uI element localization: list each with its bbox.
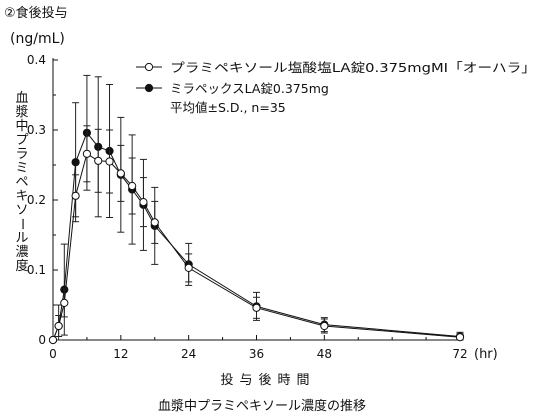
data-point xyxy=(139,198,148,207)
chart-caption: 血漿中プラミペキソール濃度の推移 xyxy=(158,398,366,414)
x-axis-title: 投与後時間 xyxy=(220,372,315,388)
data-point xyxy=(150,218,159,227)
y-axis-title-char: ソ xyxy=(15,203,28,218)
data-point xyxy=(184,263,193,272)
chart-title: ②食後投与 xyxy=(4,5,68,21)
data-point xyxy=(252,303,261,312)
x-tick-label: 72 xyxy=(452,347,467,361)
y-tick-label: 0.2 xyxy=(27,193,46,207)
legend: プラミペキソール塩酸塩LA錠0.375mgMI「オーハラ」 ミラペックスLA錠0… xyxy=(136,60,536,115)
y-tick-label: 0.4 xyxy=(27,53,46,67)
y-axis-title-char: 血 xyxy=(15,91,28,106)
y-unit-label: (ng/mL) xyxy=(10,31,65,47)
x-tick-label: 12 xyxy=(113,347,128,361)
series-test xyxy=(48,125,465,345)
data-point xyxy=(71,158,80,167)
y-axis-title-char: キ xyxy=(15,189,28,204)
data-point xyxy=(54,321,63,331)
legend-item-test: プラミペキソール塩酸塩LA錠0.375mgMI「オーハラ」 xyxy=(136,60,536,75)
y-axis-title-char: ル xyxy=(15,231,28,246)
y-axis-title-char: ミ xyxy=(15,161,28,176)
legend-label-reference: ミラペックスLA錠0.375mg xyxy=(170,81,329,96)
data-point xyxy=(116,169,125,178)
data-point xyxy=(105,157,114,166)
legend-marker-open xyxy=(144,62,154,72)
y-axis-title: 血漿中プラミペキソール濃度 xyxy=(14,91,29,274)
legend-item-reference: ミラペックスLA錠0.375mg xyxy=(136,81,329,96)
y-tick-label: 0.3 xyxy=(27,123,46,137)
y-axis-title-char: 度 xyxy=(15,258,28,274)
data-point xyxy=(48,335,58,345)
y-axis-title-char: 濃 xyxy=(15,245,28,260)
data-point xyxy=(82,149,92,158)
y-axis-title-char: 漿 xyxy=(15,105,28,120)
series-layer xyxy=(48,74,465,345)
y-axis-title-char: プ xyxy=(15,133,28,148)
y-tick-label: 0 xyxy=(38,333,46,347)
data-point xyxy=(128,181,137,191)
x-tick-label: 36 xyxy=(249,347,264,361)
y-tick-label: 0.1 xyxy=(27,263,46,277)
y-axis-title-char: ペ xyxy=(15,175,28,190)
axes: 0 0.1 0.2 0.3 0.4 0 12 24 36 48 72 xyxy=(27,53,468,361)
y-axis-title-char: ー xyxy=(14,217,29,230)
y-axis-title-char: ラ xyxy=(15,147,28,162)
data-point xyxy=(94,156,103,165)
data-point xyxy=(320,321,329,331)
legend-marker-filled xyxy=(144,83,154,93)
stats-note: 平均値±S.D., n=35 xyxy=(170,100,286,115)
y-axis-title-char: 中 xyxy=(15,119,28,134)
data-point xyxy=(60,298,69,307)
data-point xyxy=(71,191,80,200)
x-tick-label: 24 xyxy=(181,347,196,361)
data-point xyxy=(455,333,465,342)
x-tick-label: 0 xyxy=(49,347,57,361)
x-tick-label: 48 xyxy=(317,347,332,361)
legend-label-test: プラミペキソール塩酸塩LA錠0.375mgMI「オーハラ」 xyxy=(170,60,536,75)
x-axis-unit: (hr) xyxy=(474,347,498,362)
